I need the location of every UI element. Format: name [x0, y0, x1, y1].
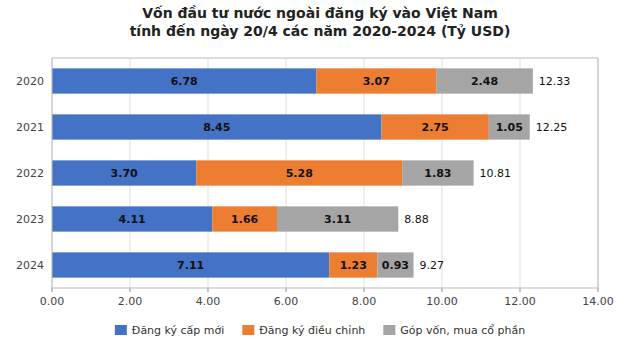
- bar-segment: [52, 114, 382, 139]
- bar-segment: [212, 206, 277, 231]
- data-labels: 7.11 1.23 0.93 9.27 4.11 1.66 3.11 8.88 3.70 5.28…: [111, 75, 571, 272]
- data-label: 0.93: [382, 259, 409, 272]
- x-tick: [130, 288, 131, 292]
- bar-segment: [277, 206, 398, 231]
- legend-item: Đăng ký điều chỉnh: [242, 324, 365, 337]
- y-tick-label: 2023: [16, 213, 44, 226]
- legend-item: Đăng ký cấp mới: [115, 324, 224, 337]
- bar-segment: [377, 252, 413, 277]
- data-label: 5.28: [286, 167, 313, 180]
- y-tick-label: 2020: [16, 75, 44, 88]
- legend-item: Góp vốn, mua cổ phần: [383, 324, 525, 337]
- y-tick-label: 2021: [16, 121, 44, 134]
- y-tick-label: 2022: [16, 167, 44, 180]
- grid: [52, 58, 598, 288]
- bar-segment: [196, 160, 402, 185]
- data-label: 1.83: [424, 167, 451, 180]
- data-label: 4.11: [119, 213, 146, 226]
- x-tick: [286, 288, 287, 292]
- legend-swatch: [115, 325, 127, 335]
- title-line: Vốn đầu tư nước ngoài đăng ký vào Việt N…: [142, 5, 498, 21]
- title-line: tính đến ngày 20/4 các năm 2020-2024 (Tỷ…: [130, 23, 511, 39]
- total-label: 10.81: [480, 167, 512, 180]
- y-tick-label: 2024: [16, 259, 44, 272]
- legend-label: Đăng ký điều chỉnh: [259, 324, 365, 337]
- x-tick: [364, 288, 365, 292]
- data-label: 7.11: [177, 259, 204, 272]
- data-label: 2.75: [422, 121, 449, 134]
- bar-segment: [402, 160, 473, 185]
- x-tick-label: 14.00: [582, 295, 614, 308]
- x-tick-label: 4.00: [196, 295, 221, 308]
- legend-label: Đăng ký cấp mới: [132, 324, 224, 337]
- total-label: 8.88: [404, 213, 429, 226]
- bar-segment: [436, 68, 533, 93]
- data-label: 3.07: [363, 75, 390, 88]
- x-tick-label: 0.00: [40, 295, 65, 308]
- x-tick: [520, 288, 521, 292]
- x-tick: [52, 288, 53, 292]
- bars: [52, 68, 533, 277]
- x-tick-label: 8.00: [352, 295, 377, 308]
- x-tick-label: 6.00: [274, 295, 299, 308]
- total-label: 12.25: [536, 121, 568, 134]
- data-label: 1.05: [496, 121, 523, 134]
- bar-segment: [489, 114, 530, 139]
- x-tick-label: 10.00: [426, 295, 458, 308]
- x-tick-label: 2.00: [118, 295, 143, 308]
- total-label: 9.27: [420, 259, 445, 272]
- x-tick: [208, 288, 209, 292]
- bar-segment: [52, 160, 196, 185]
- bar-segment: [52, 206, 212, 231]
- total-label: 12.33: [539, 75, 571, 88]
- data-label: 6.78: [171, 75, 198, 88]
- data-label: 1.66: [231, 213, 258, 226]
- title: Vốn đầu tư nước ngoài đăng ký vào Việt N…: [130, 5, 511, 39]
- x-tick-label: 12.00: [504, 295, 536, 308]
- legend-swatch: [242, 325, 254, 335]
- legend-label: Góp vốn, mua cổ phần: [400, 324, 525, 337]
- bar-segment: [329, 252, 377, 277]
- y-axis: 2024 2023 2022 2021 2020: [16, 75, 44, 272]
- bar-segment: [52, 68, 316, 93]
- x-tick: [598, 288, 599, 292]
- data-label: 3.11: [324, 213, 351, 226]
- x-tick: [442, 288, 443, 292]
- legend: Đăng ký cấp mới Đăng ký điều chỉnh Góp vốn…: [115, 324, 525, 337]
- data-label: 8.45: [203, 121, 230, 134]
- chart-container: Vốn đầu tư nước ngoài đăng ký vào Việt N…: [0, 0, 640, 356]
- bar-segment: [316, 68, 436, 93]
- chart-svg: Vốn đầu tư nước ngoài đăng ký vào Việt N…: [0, 0, 640, 356]
- bar-segment: [382, 114, 489, 139]
- data-label: 2.48: [471, 75, 498, 88]
- plot-background: [52, 58, 598, 288]
- bar-segment: [52, 252, 329, 277]
- data-label: 1.23: [340, 259, 367, 272]
- x-axis: 0.00 2.00 4.00 6.00 8.00 10.00 12.00 14.00: [40, 288, 614, 308]
- data-label: 3.70: [111, 167, 138, 180]
- plot-frame: [52, 58, 598, 288]
- legend-swatch: [383, 325, 395, 335]
